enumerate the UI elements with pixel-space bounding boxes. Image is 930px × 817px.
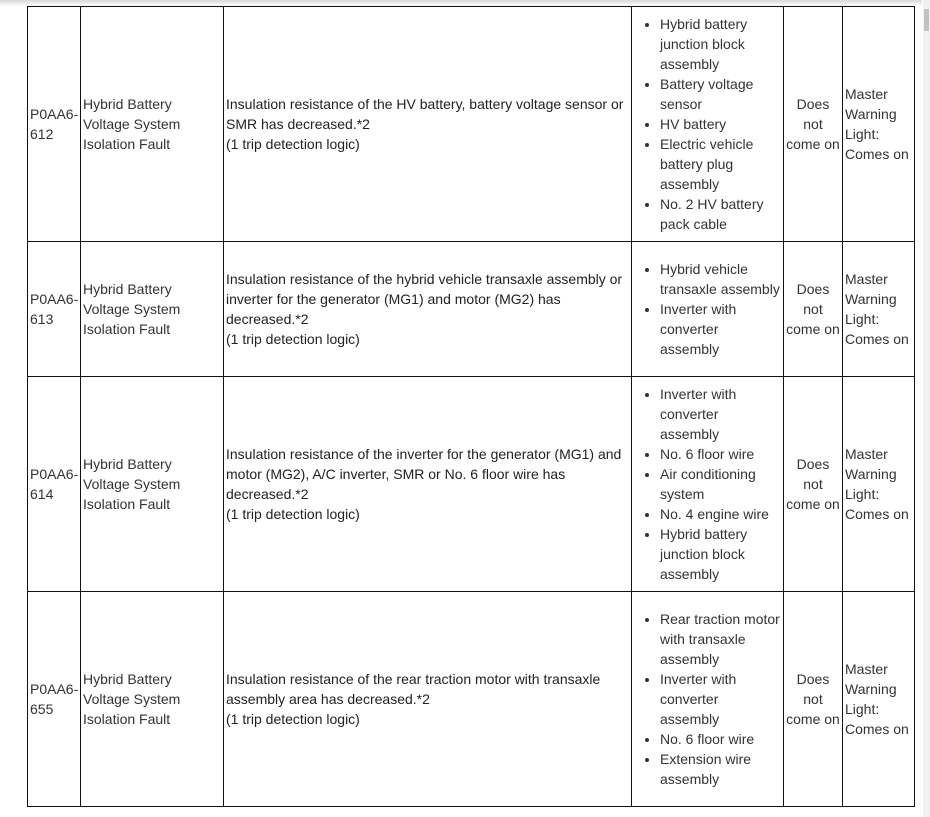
dtc-condition: Insulation resistance of the HV battery,… — [223, 6, 632, 242]
warning-indicate: Master Warning Light: Comes on — [842, 241, 915, 377]
scrollbar-thumb[interactable] — [924, 9, 929, 31]
trouble-area-item: Battery voltage sensor — [660, 74, 781, 114]
trouble-area-list: Hybrid vehicle transaxle assemblyInverte… — [634, 259, 781, 359]
warning-indicate: Master Warning Light: Comes on — [842, 376, 915, 592]
mil-status: Does not come on — [783, 241, 843, 377]
dtc-code: P0AA6-614 — [27, 376, 81, 592]
scrollbar[interactable] — [923, 0, 930, 817]
dtc-condition: Insulation resistance of the inverter fo… — [223, 376, 632, 592]
trouble-area-item: No. 6 floor wire — [660, 444, 781, 464]
trouble-area-item: Rear traction motor with transaxle assem… — [660, 609, 781, 669]
trouble-area-item: No. 6 floor wire — [660, 729, 781, 749]
detection-logic: (1 trip detection logic) — [226, 136, 360, 152]
detection-logic: (1 trip detection logic) — [226, 711, 360, 727]
dtc-condition: Insulation resistance of the hybrid vehi… — [223, 241, 632, 377]
dtc-code: P0AA6-655 — [27, 591, 81, 807]
table-row: P0AA6-613 Hybrid Battery Voltage System … — [27, 241, 915, 377]
trouble-area-item: Inverter with converter assembly — [660, 384, 781, 444]
trouble-area-item: Extension wire assembly — [660, 749, 781, 789]
mil-status: Does not come on — [783, 591, 843, 807]
dtc-table: P0AA6-612 Hybrid Battery Voltage System … — [27, 6, 915, 807]
warning-indicate: Master Warning Light: Comes on — [842, 591, 915, 807]
detection-item: Hybrid Battery Voltage System Isolation … — [80, 376, 224, 592]
condition-text: Insulation resistance of the rear tracti… — [226, 671, 601, 707]
trouble-area-list: Inverter with converter assemblyNo. 6 fl… — [634, 384, 781, 584]
detection-item: Hybrid Battery Voltage System Isolation … — [80, 591, 224, 807]
top-shadow — [0, 0, 922, 7]
table-row: P0AA6-612 Hybrid Battery Voltage System … — [27, 6, 915, 242]
trouble-area-item: No. 2 HV battery pack cable — [660, 194, 781, 234]
table-row: P0AA6-655 Hybrid Battery Voltage System … — [27, 591, 915, 807]
trouble-area-item: Hybrid battery junction block assembly — [660, 14, 781, 74]
trouble-area-item: No. 4 engine wire — [660, 504, 781, 524]
table-row: P0AA6-614 Hybrid Battery Voltage System … — [27, 376, 915, 592]
trouble-area-item: Inverter with converter assembly — [660, 299, 781, 359]
trouble-area: Rear traction motor with transaxle assem… — [631, 591, 784, 807]
warning-indicate: Master Warning Light: Comes on — [842, 6, 915, 242]
trouble-area: Hybrid battery junction block assemblyBa… — [631, 6, 784, 242]
trouble-area-list: Rear traction motor with transaxle assem… — [634, 609, 781, 789]
dtc-code: P0AA6-613 — [27, 241, 81, 377]
detection-item: Hybrid Battery Voltage System Isolation … — [80, 6, 224, 242]
detection-logic: (1 trip detection logic) — [226, 331, 360, 347]
trouble-area-list: Hybrid battery junction block assemblyBa… — [634, 14, 781, 234]
condition-text: Insulation resistance of the HV battery,… — [226, 96, 624, 132]
detection-item: Hybrid Battery Voltage System Isolation … — [80, 241, 224, 377]
trouble-area: Hybrid vehicle transaxle assemblyInverte… — [631, 241, 784, 377]
condition-text: Insulation resistance of the inverter fo… — [226, 446, 622, 502]
mil-status: Does not come on — [783, 6, 843, 242]
trouble-area: Inverter with converter assemblyNo. 6 fl… — [631, 376, 784, 592]
dtc-condition: Insulation resistance of the rear tracti… — [223, 591, 632, 807]
detection-logic: (1 trip detection logic) — [226, 506, 360, 522]
trouble-area-item: Electric vehicle battery plug assembly — [660, 134, 781, 194]
dtc-code: P0AA6-612 — [27, 6, 81, 242]
mil-status: Does not come on — [783, 376, 843, 592]
trouble-area-item: Air conditioning system — [660, 464, 781, 504]
trouble-area-item: HV battery — [660, 114, 781, 134]
trouble-area-item: Inverter with converter assembly — [660, 669, 781, 729]
trouble-area-item: Hybrid battery junction block assembly — [660, 524, 781, 584]
condition-text: Insulation resistance of the hybrid vehi… — [226, 271, 623, 327]
trouble-area-item: Hybrid vehicle transaxle assembly — [660, 259, 781, 299]
